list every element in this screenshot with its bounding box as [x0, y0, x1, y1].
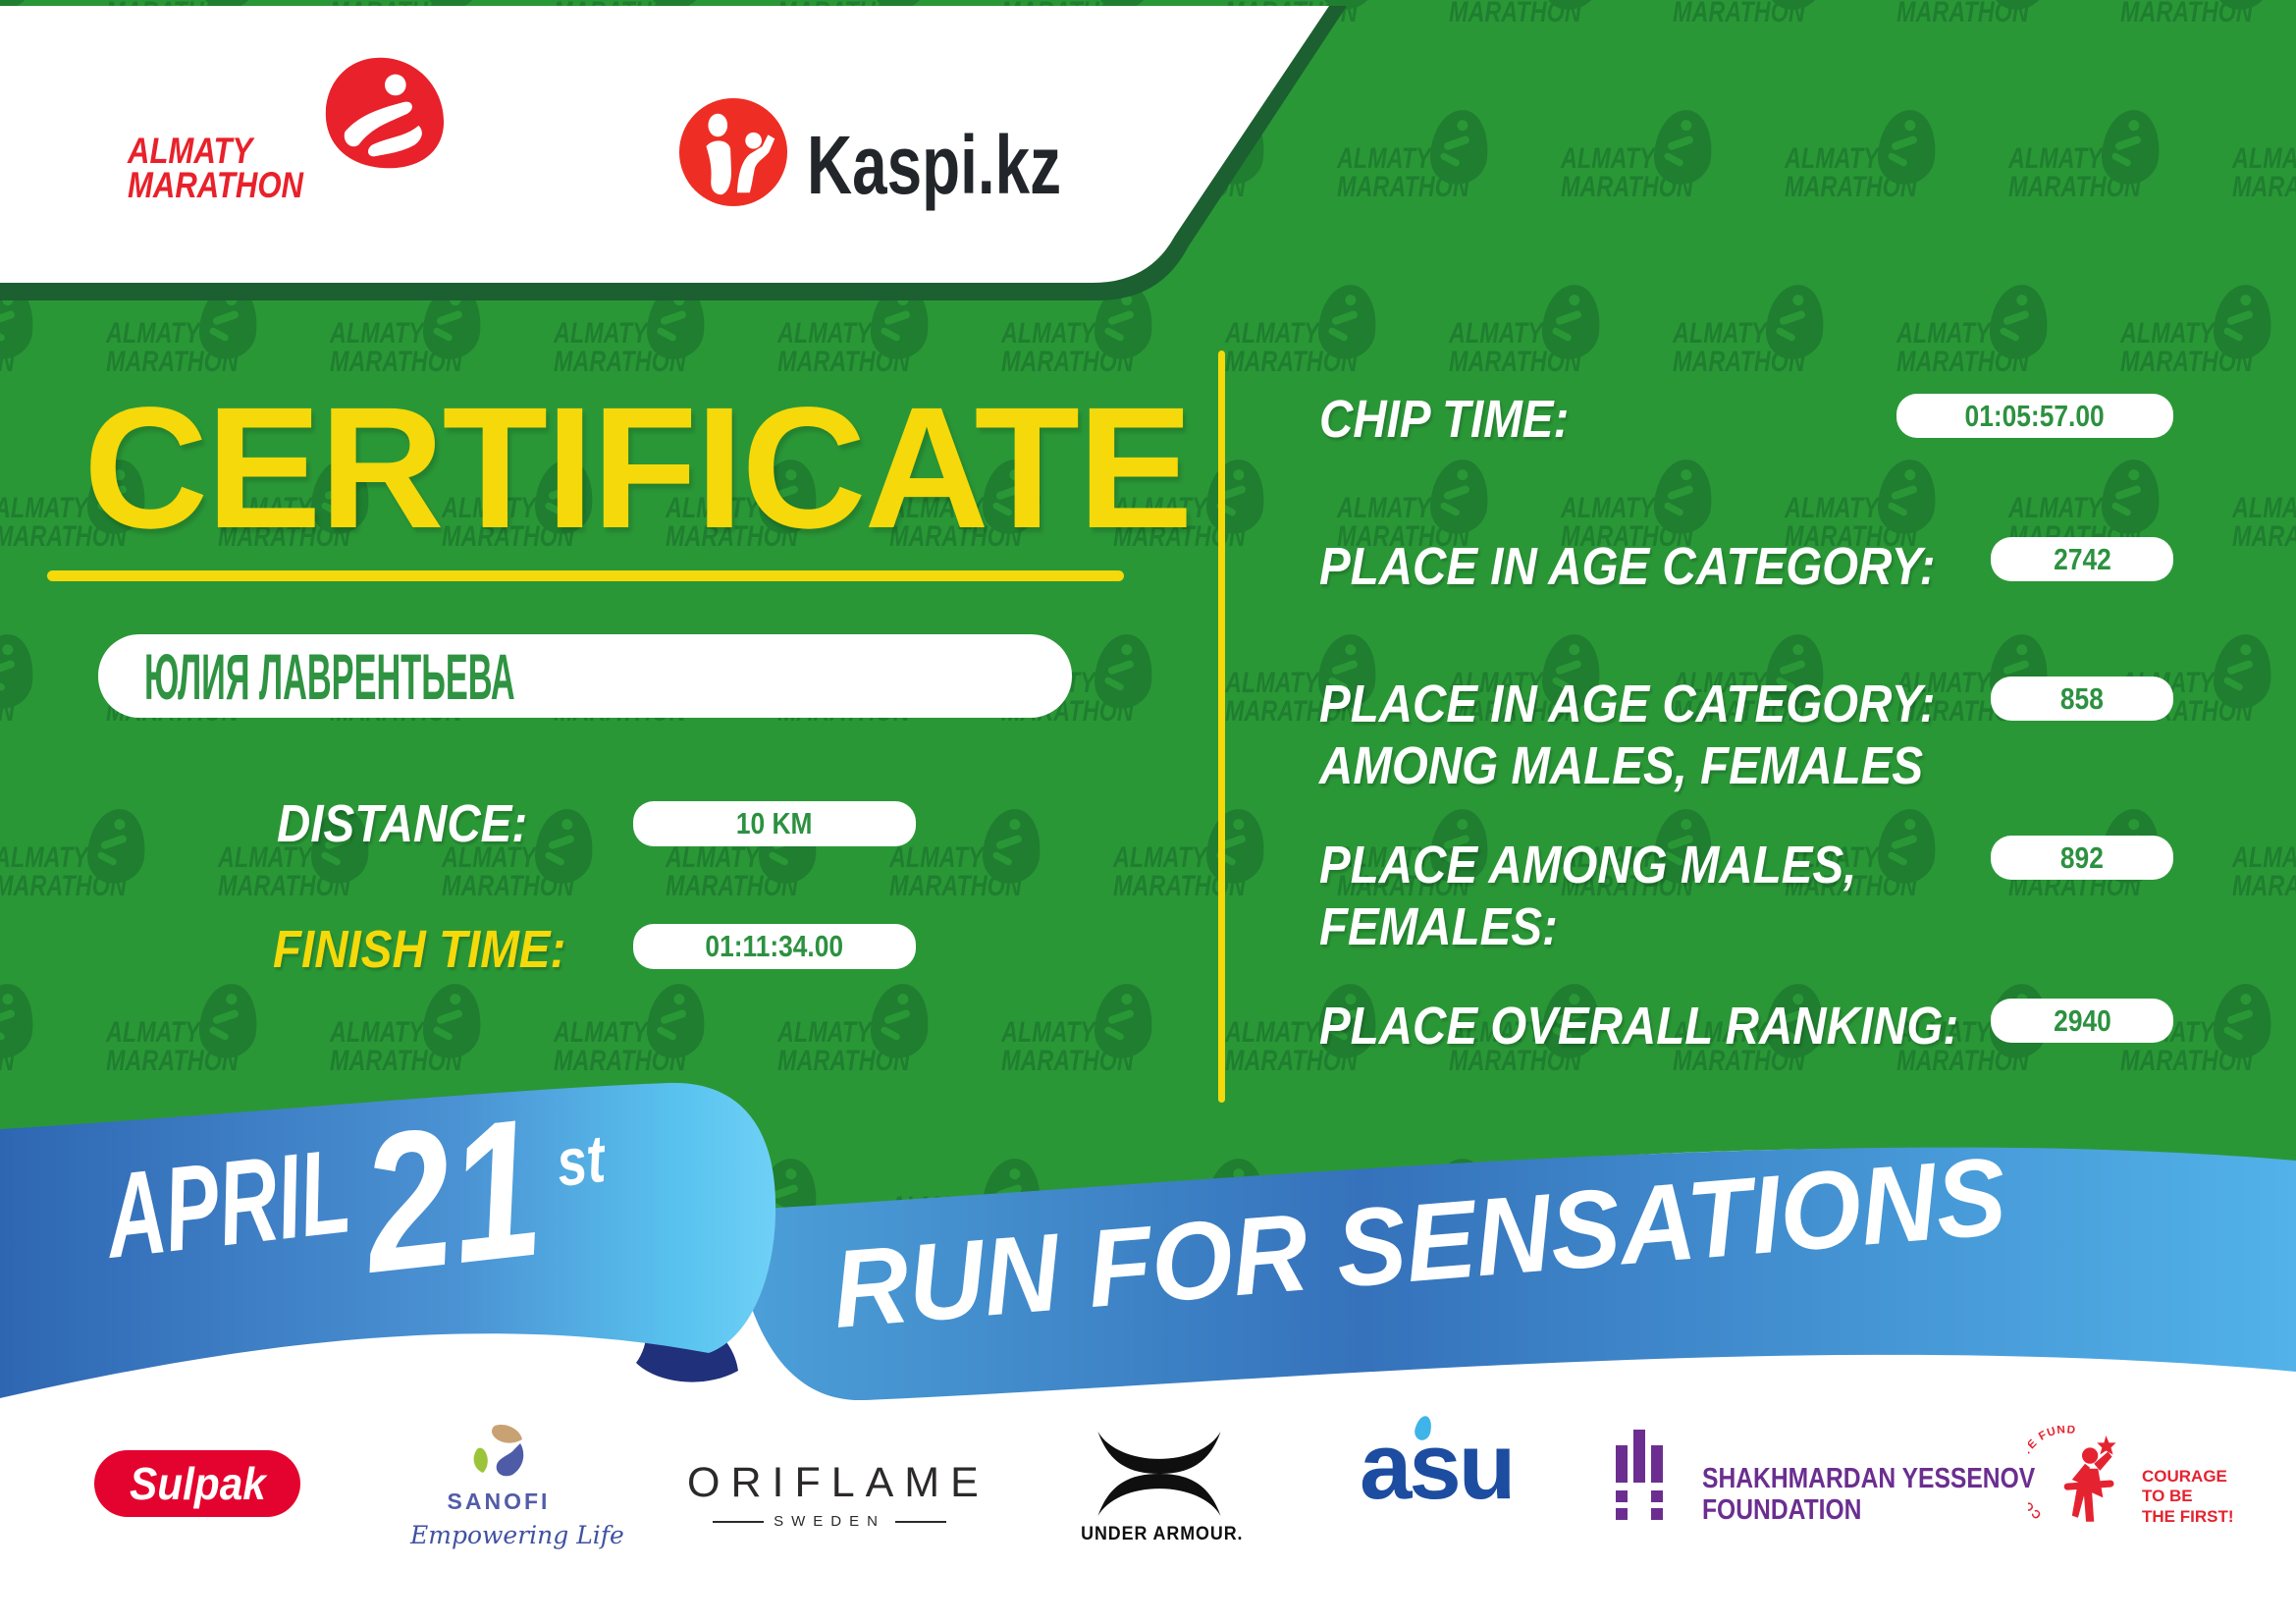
almaty-logo-text: ALMATY MARATHON: [128, 131, 303, 206]
asu-label: asu: [1360, 1414, 1516, 1519]
title-underline: [47, 570, 1124, 581]
sanofi-tagline: Empowering Life: [410, 1521, 624, 1549]
chip-time-pill: 01:05:57.00: [1896, 394, 2173, 438]
yessenov-bars-icon: [1616, 1430, 1665, 1522]
sulpak-label: Sulpak: [129, 1458, 266, 1509]
oriflame-name: ORIFLAME: [687, 1459, 989, 1506]
runner-name: ЮЛИЯ ЛАВРЕНТЬЕВА: [144, 639, 515, 713]
sanofi-name: SANOFI: [447, 1489, 551, 1514]
sponsor-under-armour: UNDER ARMOUR.: [1076, 1432, 1243, 1545]
sponsor-courage: CORPORATE FUND COURAGE TO BE THE FIRST!: [2028, 1426, 2283, 1539]
ribbon-month: APRIL: [97, 1125, 357, 1284]
overall-ranking-value: 2940: [2053, 1002, 2111, 1038]
almaty-marathon-icon: [325, 57, 445, 169]
name-pill: ЮЛИЯ ЛАВРЕНТЬЕВА: [98, 634, 1072, 718]
kaspi-icon: [678, 97, 788, 207]
finish-time-label: FINISH TIME:: [273, 920, 566, 979]
finish-time-pill: 01:11:34.00: [633, 924, 916, 969]
under-armour-label: UNDER ARMOUR.: [1081, 1524, 1244, 1544]
ribbon-right-band: [742, 1147, 2296, 1401]
certificate-title: CERTIFICATE: [83, 372, 1193, 565]
males-females-value: 892: [2060, 839, 2104, 875]
svg-text:CORPORATE FUND: CORPORATE FUND: [2028, 1426, 2077, 1522]
sponsor-asu: asu: [1360, 1414, 1526, 1528]
ribbon-day: 21: [350, 1078, 551, 1316]
sponsor-oriflame: ORIFLAME SWEDEN: [687, 1459, 989, 1530]
overall-ranking-label: PLACE OVERALL RANKING:: [1319, 997, 1959, 1056]
almaty-marathon-logo: ALMATY MARATHON: [128, 39, 461, 221]
sanofi-bird-icon: [473, 1424, 524, 1477]
kaspi-label: Kaspi.kz: [807, 119, 1062, 211]
age-category-value: 2742: [2053, 541, 2111, 576]
courage-arc-label: CORPORATE FUND: [2028, 1426, 2076, 1522]
males-females-pill: 892: [1991, 836, 2173, 880]
age-category-label: PLACE IN AGE CATEGORY:: [1319, 537, 1936, 596]
distance-value: 10 KM: [736, 806, 813, 840]
yessenov-label: SHAKHMARDAN YESSENOV FOUNDATION: [1702, 1463, 2036, 1527]
oriflame-rule-left: [713, 1520, 765, 1523]
males-females-label: PLACE AMONG MALES, FEMALES:: [1319, 836, 1857, 956]
chip-time-label: CHIP TIME:: [1319, 390, 1570, 449]
ribbon-left-band: [0, 1082, 776, 1398]
oriflame-rule-right: [894, 1520, 946, 1523]
under-armour-icon: [1097, 1432, 1221, 1516]
age-category-pill: 2742: [1991, 537, 2173, 581]
sponsor-sanofi: SANOFI Empowering Life: [410, 1424, 624, 1549]
courage-runner-icon: CORPORATE FUND: [2028, 1426, 2116, 1522]
age-category-mf-label: PLACE IN AGE CATEGORY: AMONG MALES, FEMAL…: [1319, 675, 1936, 795]
sponsor-sulpak: Sulpak: [94, 1450, 300, 1517]
chip-time-value: 01:05:57.00: [1964, 398, 2106, 433]
distance-pill: 10 KM: [633, 801, 916, 846]
kaspi-logo: Kaspi.kz: [677, 96, 1070, 214]
age-category-mf-pill: 858: [1991, 677, 2173, 721]
age-category-mf-value: 858: [2060, 680, 2104, 716]
ribbon-day-suffix: st: [553, 1121, 611, 1201]
courage-label: COURAGE TO BE THE FIRST!: [2142, 1467, 2234, 1526]
results-divider: [1218, 351, 1225, 1103]
sponsor-yessenov: SHAKHMARDAN YESSENOV FOUNDATION: [1616, 1430, 2035, 1528]
overall-ranking-pill: 2940: [1991, 999, 2173, 1043]
oriflame-country: SWEDEN: [774, 1513, 885, 1530]
finish-time-value: 01:11:34.00: [705, 929, 844, 963]
distance-label: DISTANCE:: [277, 794, 528, 853]
